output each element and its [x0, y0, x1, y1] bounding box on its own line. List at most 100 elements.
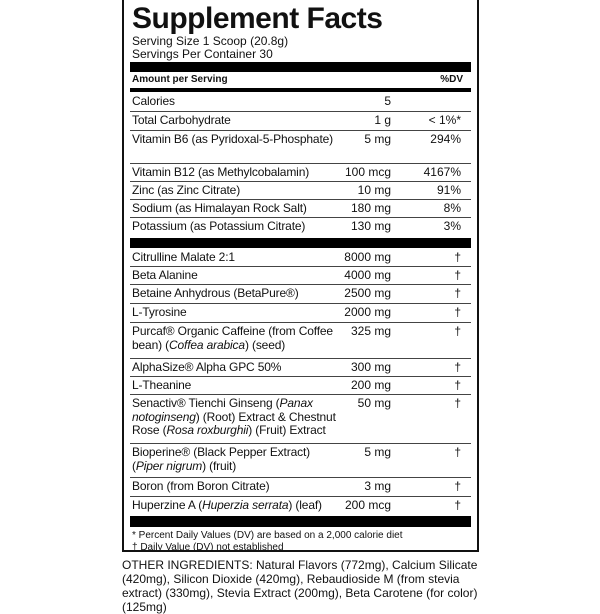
- row-amount: 3 mg: [364, 479, 391, 493]
- ingredient-row: Bioperine® (Black Pepper Extract) (Piper…: [130, 443, 471, 478]
- nutrient-row: Potassium (as Potassium Citrate) 130 mg 3%: [130, 217, 471, 238]
- row-name-segment: Boron (from Boron Citrate): [132, 479, 270, 493]
- nutrient-row: Vitamin B6 (as Pyridoxal-5-Phosphate) 5 m…: [130, 130, 471, 164]
- row-name: Senactiv® Tienchi Ginseng (Panax notogin…: [132, 396, 344, 438]
- row-name: Calories: [132, 94, 344, 109]
- row-dv: 8%: [443, 201, 461, 215]
- row-amount: 2000 mg: [344, 305, 391, 319]
- footnote-percent-dv: * Percent Daily Values (DV) are based on…: [132, 530, 403, 541]
- row-name: Beta Alanine: [132, 268, 344, 283]
- row-name-segment: Rosa roxburghii: [166, 423, 249, 437]
- row-amount: 50 mg: [357, 396, 391, 410]
- nutrient-row: Calories 5: [130, 92, 471, 112]
- thick-divider: [130, 516, 471, 527]
- row-dv: 4167%: [423, 165, 461, 179]
- serving-size: Serving Size 1 Scoop (20.8g): [132, 34, 289, 48]
- row-name-segment: ) (Root) Extract & Chestnut Rose (: [132, 409, 336, 437]
- row-name-segment: ) (fruit): [202, 458, 237, 473]
- row-name: L-Theanine: [132, 378, 344, 393]
- thick-divider: [130, 62, 471, 72]
- nutrient-row: Sodium (as Himalayan Rock Salt) 180 mg 8%: [130, 199, 471, 218]
- ingredient-row: Betaine Anhydrous (BetaPure®) 2500 mg †: [130, 284, 471, 304]
- row-name-segment: Huperzia serrata: [202, 498, 289, 512]
- nutrient-row: Total Carbohydrate 1 g < 1%*: [130, 111, 471, 131]
- row-name: Total Carbohydrate: [132, 113, 344, 128]
- row-amount: 130 mg: [350, 219, 391, 233]
- row-dv: 294%: [430, 132, 461, 146]
- other-ingredients: OTHER INGREDIENTS: Natural Flavors (772m…: [122, 558, 478, 614]
- row-name-segment: Sodium (as Himalayan Rock Salt): [132, 201, 307, 215]
- row-name: Betaine Anhydrous (BetaPure®): [132, 286, 344, 301]
- row-name-segment: Piper nigrum: [135, 458, 203, 473]
- row-dv: †: [454, 250, 461, 264]
- row-amount: 4000 mg: [344, 268, 391, 282]
- ingredient-row: Huperzine A (Huperzia serrata) (leaf) 200…: [130, 496, 471, 516]
- row-name-segment: Huperzine A (: [132, 498, 203, 512]
- row-amount: 5: [384, 94, 391, 108]
- row-dv: †: [454, 286, 461, 300]
- row-dv: †: [454, 479, 461, 493]
- row-name: Bioperine® (Black Pepper Extract) (Piper…: [132, 445, 344, 473]
- panel-title: Supplement Facts: [132, 2, 383, 35]
- row-name: Citrulline Malate 2:1: [132, 250, 344, 265]
- row-amount: 5 mg: [364, 445, 391, 459]
- ingredient-row: L-Theanine 200 mg †: [130, 376, 471, 395]
- nutrient-row: Zinc (as Zinc Citrate) 10 mg 91%: [130, 181, 471, 200]
- row-dv: †: [454, 360, 461, 374]
- row-amount: 1 g: [374, 113, 391, 127]
- row-dv: 3%: [443, 219, 461, 233]
- row-name-segment: Bioperine® (Black Pepper Extract) (: [132, 445, 310, 473]
- row-amount: 5 mg: [364, 132, 391, 146]
- medium-divider: [130, 88, 471, 92]
- supplement-facts-panel: Supplement Facts Serving Size 1 Scoop (2…: [122, 0, 479, 553]
- ingredient-row: Boron (from Boron Citrate) 3 mg †: [130, 477, 471, 497]
- row-name: Potassium (as Potassium Citrate): [132, 219, 344, 234]
- row-name: Vitamin B12 (as Methylcobalamin): [132, 165, 344, 180]
- row-amount: 325 mg: [350, 324, 391, 338]
- row-name-segment: Betaine Anhydrous (BetaPure®): [132, 286, 299, 300]
- row-dv: †: [454, 378, 461, 392]
- row-amount: 100 mcg: [344, 165, 391, 179]
- row-dv: †: [454, 305, 461, 319]
- ingredient-row: Citrulline Malate 2:1 8000 mg †: [130, 248, 471, 267]
- footnote-dagger: † Daily Value (DV) not established: [132, 542, 284, 553]
- row-name-segment: Vitamin B6 (as Pyridoxal-5-Phosphate): [132, 132, 333, 146]
- row-dv: 91%: [436, 183, 461, 197]
- row-name-segment: Total Carbohydrate: [132, 113, 231, 127]
- row-name: Huperzine A (Huperzia serrata) (leaf): [132, 498, 344, 513]
- row-name-segment: Beta Alanine: [132, 268, 198, 282]
- row-dv: †: [454, 396, 461, 410]
- row-name-segment: Citrulline Malate 2:1: [132, 250, 235, 264]
- row-name-segment: Vitamin B12 (as Methylcobalamin): [132, 165, 310, 179]
- row-name-segment: Purcaf® Organic Caffeine (from Coffee be…: [132, 324, 333, 352]
- amount-per-serving-header: Amount per Serving: [132, 74, 228, 85]
- row-amount: 200 mg: [350, 378, 391, 392]
- row-name-segment: L-Tyrosine: [132, 305, 187, 319]
- servings-per-container: Servings Per Container 30: [132, 47, 273, 61]
- ingredient-row: Beta Alanine 4000 mg †: [130, 266, 471, 285]
- row-amount: 180 mg: [350, 201, 391, 215]
- thick-divider: [130, 238, 471, 248]
- ingredient-row: AlphaSize® Alpha GPC 50% 300 mg †: [130, 358, 471, 377]
- row-dv: †: [454, 324, 461, 338]
- row-name-segment: Panax notoginseng: [132, 396, 313, 424]
- row-dv: †: [454, 268, 461, 282]
- row-name-segment: L-Theanine: [132, 378, 192, 392]
- row-name-segment: Zinc (as Zinc Citrate): [132, 183, 241, 197]
- row-name: L-Tyrosine: [132, 305, 344, 320]
- row-name: Vitamin B6 (as Pyridoxal-5-Phosphate): [132, 132, 344, 147]
- row-amount: 200 mcg: [344, 498, 391, 512]
- row-name-segment: ) (leaf): [288, 498, 322, 512]
- ingredient-row: Purcaf® Organic Caffeine (from Coffee be…: [130, 322, 471, 359]
- ingredient-row: Senactiv® Tienchi Ginseng (Panax notogin…: [130, 394, 471, 444]
- row-name: Sodium (as Himalayan Rock Salt): [132, 201, 344, 216]
- row-amount: 2500 mg: [344, 286, 391, 300]
- row-amount: 8000 mg: [344, 250, 391, 264]
- row-name-segment: Potassium (as Potassium Citrate): [132, 219, 306, 233]
- row-amount: 300 mg: [350, 360, 391, 374]
- row-amount: 10 mg: [357, 183, 391, 197]
- row-name: Zinc (as Zinc Citrate): [132, 183, 344, 198]
- row-name: Boron (from Boron Citrate): [132, 479, 344, 494]
- row-name: AlphaSize® Alpha GPC 50%: [132, 360, 344, 375]
- row-name-segment: ) (Fruit) Extract: [248, 423, 326, 437]
